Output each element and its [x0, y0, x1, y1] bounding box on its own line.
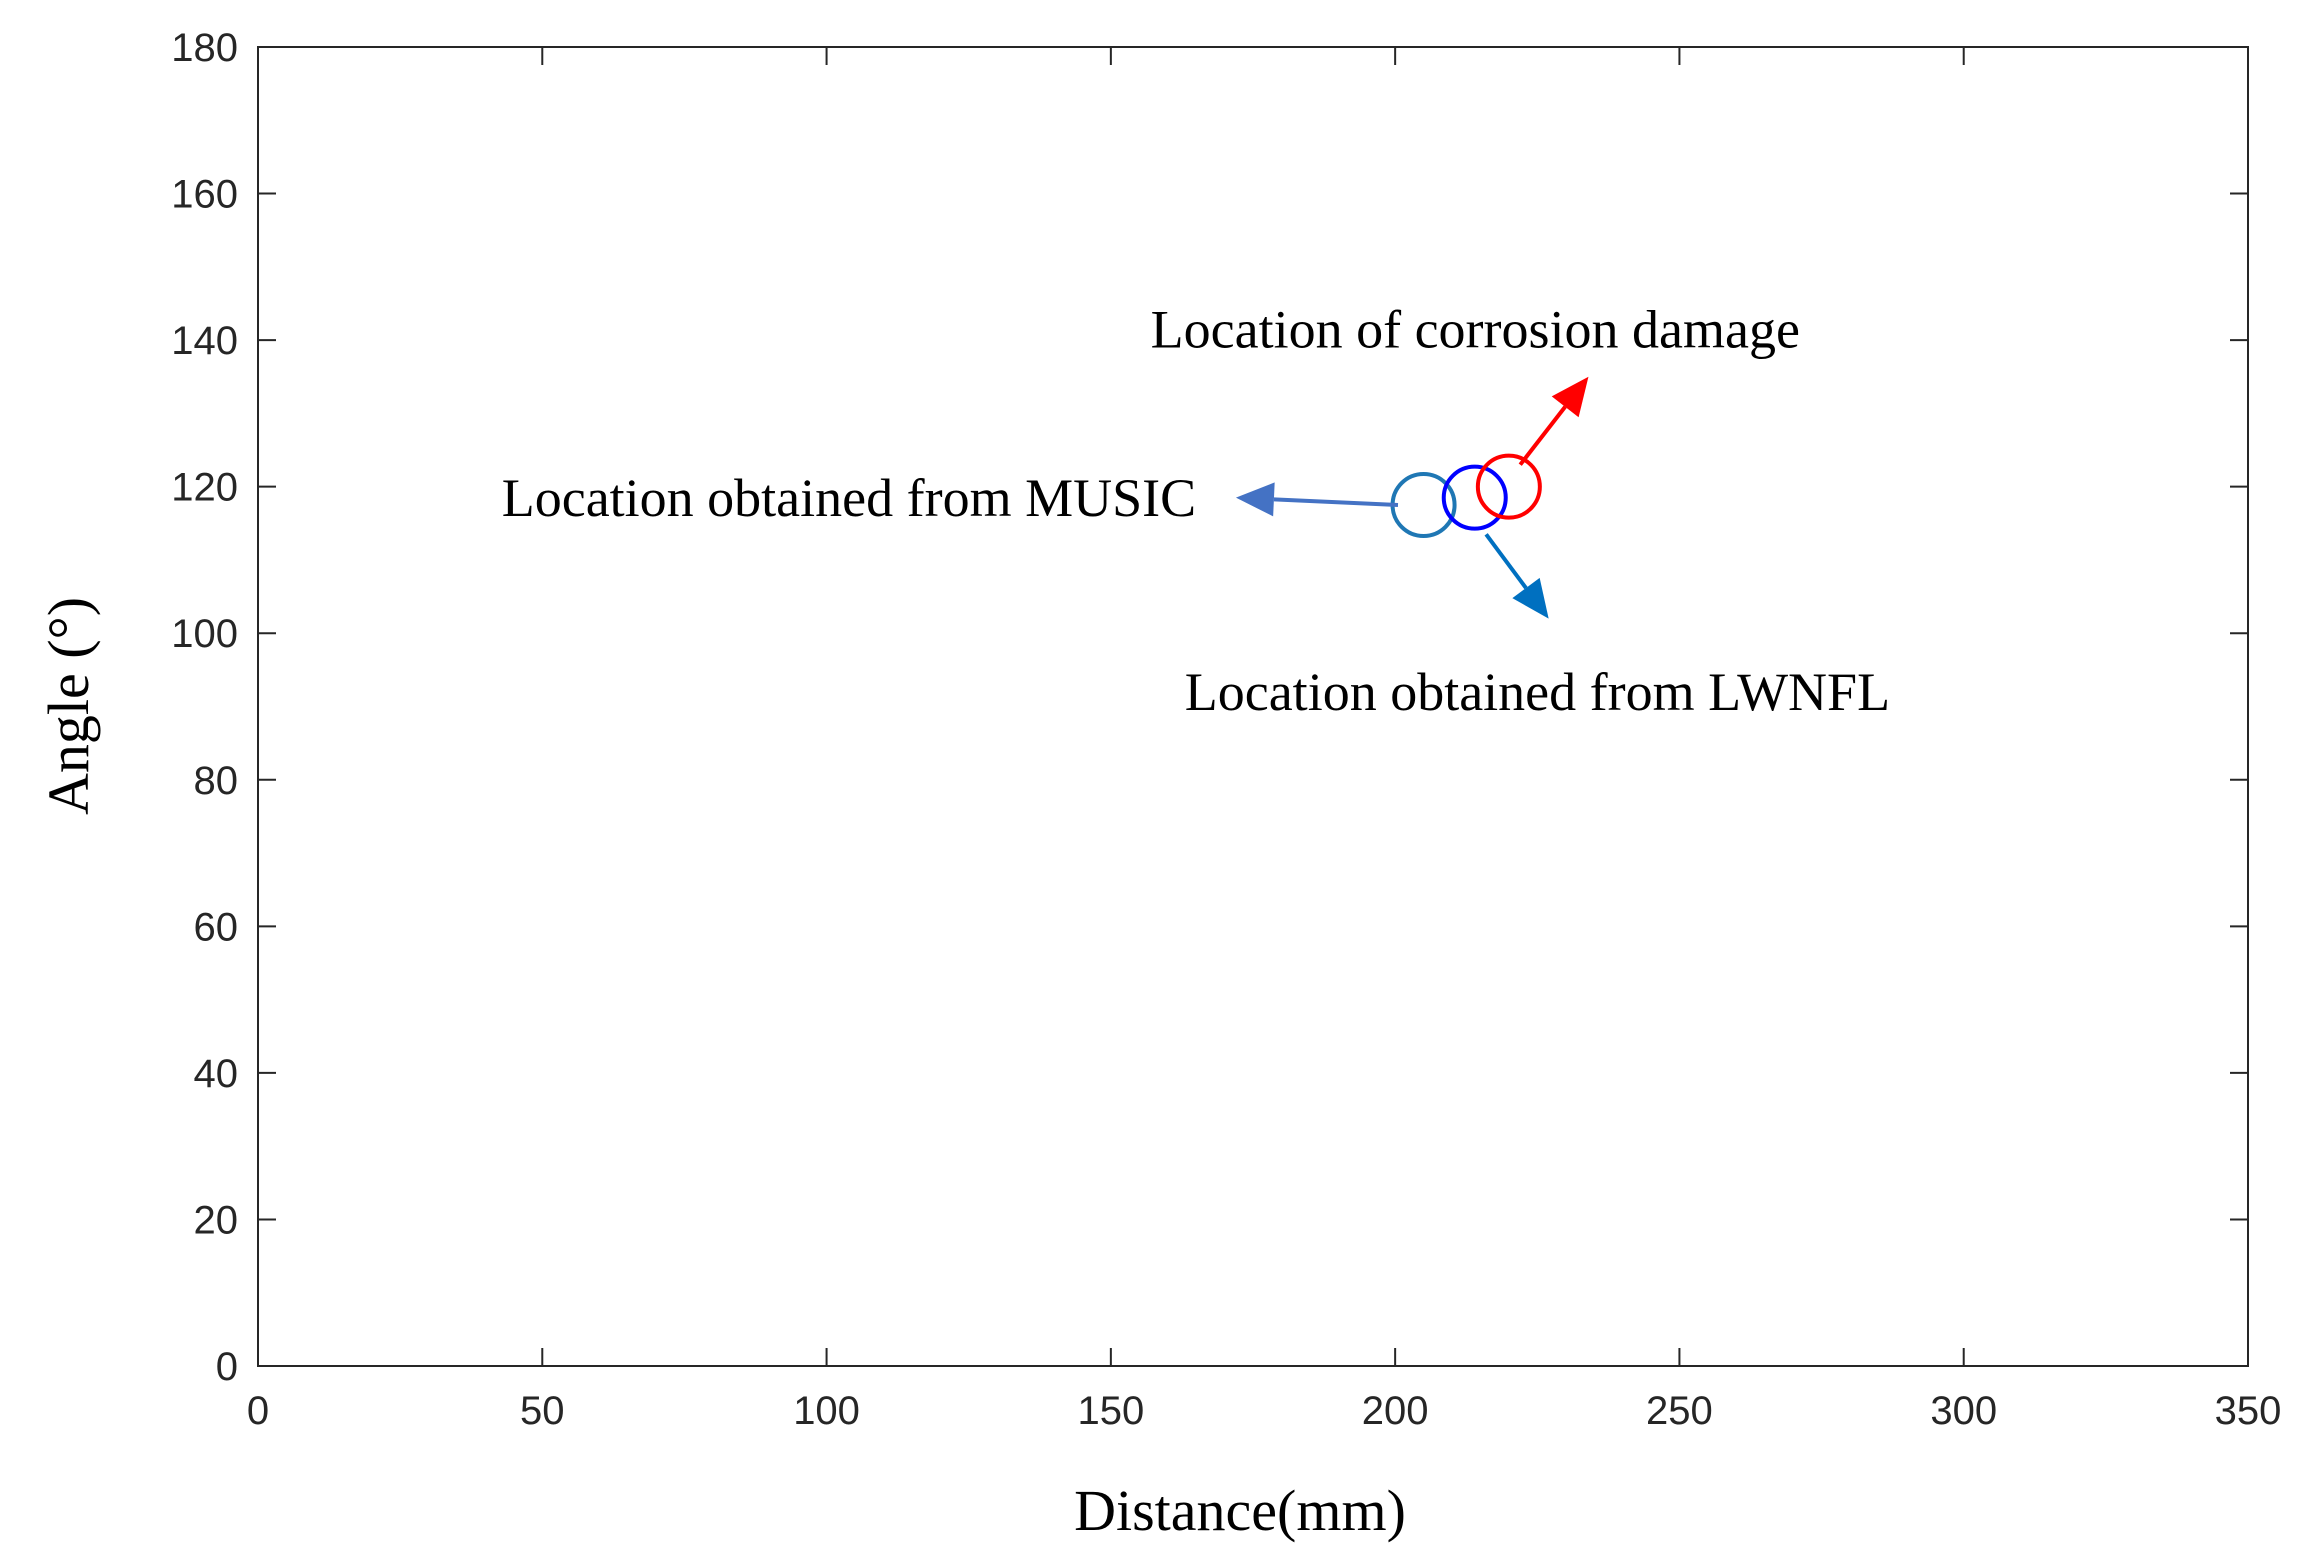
annotation-arrow-head [1512, 577, 1549, 619]
x-tick-label: 300 [1930, 1389, 1997, 1433]
data-point-marker [1475, 453, 1542, 520]
y-tick-label: 40 [194, 1052, 239, 1096]
x-axis-title: Distance(mm) [1074, 1478, 1406, 1543]
y-tick-label: 120 [171, 466, 238, 510]
y-tick-label: 80 [194, 759, 239, 803]
plot-area [257, 46, 2249, 1367]
annotation-arrow-head [1551, 376, 1589, 418]
y-tick-label: 60 [194, 905, 239, 949]
x-tick-label: 0 [247, 1389, 269, 1433]
x-tick-label: 350 [2215, 1389, 2282, 1433]
annotation-arrow-shaft [1484, 533, 1528, 590]
annotation-arrow-head [1235, 482, 1275, 517]
annotation-arrow-shaft [1518, 405, 1567, 466]
annotation-label: Location obtained from MUSIC [502, 468, 1196, 528]
y-tick-label: 20 [194, 1198, 239, 1242]
y-tick-label: 160 [171, 173, 238, 217]
annotation-label: Location obtained from LWNFL [1185, 662, 1890, 722]
y-tick-label: 100 [171, 612, 238, 656]
data-point-marker [1441, 464, 1508, 531]
y-tick-label: 0 [216, 1345, 238, 1389]
x-tick-label: 200 [1362, 1389, 1429, 1433]
x-tick-label: 250 [1646, 1389, 1713, 1433]
y-tick-label: 180 [171, 26, 238, 70]
annotation-label: Location of corrosion damage [1151, 299, 1800, 359]
x-tick-label: 50 [520, 1389, 565, 1433]
y-tick-label: 140 [171, 319, 238, 363]
annotation-arrow-shaft [1273, 497, 1399, 507]
y-axis-title: Angle (°) [36, 597, 101, 815]
x-tick-label: 100 [793, 1389, 860, 1433]
x-tick-label: 150 [1077, 1389, 1144, 1433]
